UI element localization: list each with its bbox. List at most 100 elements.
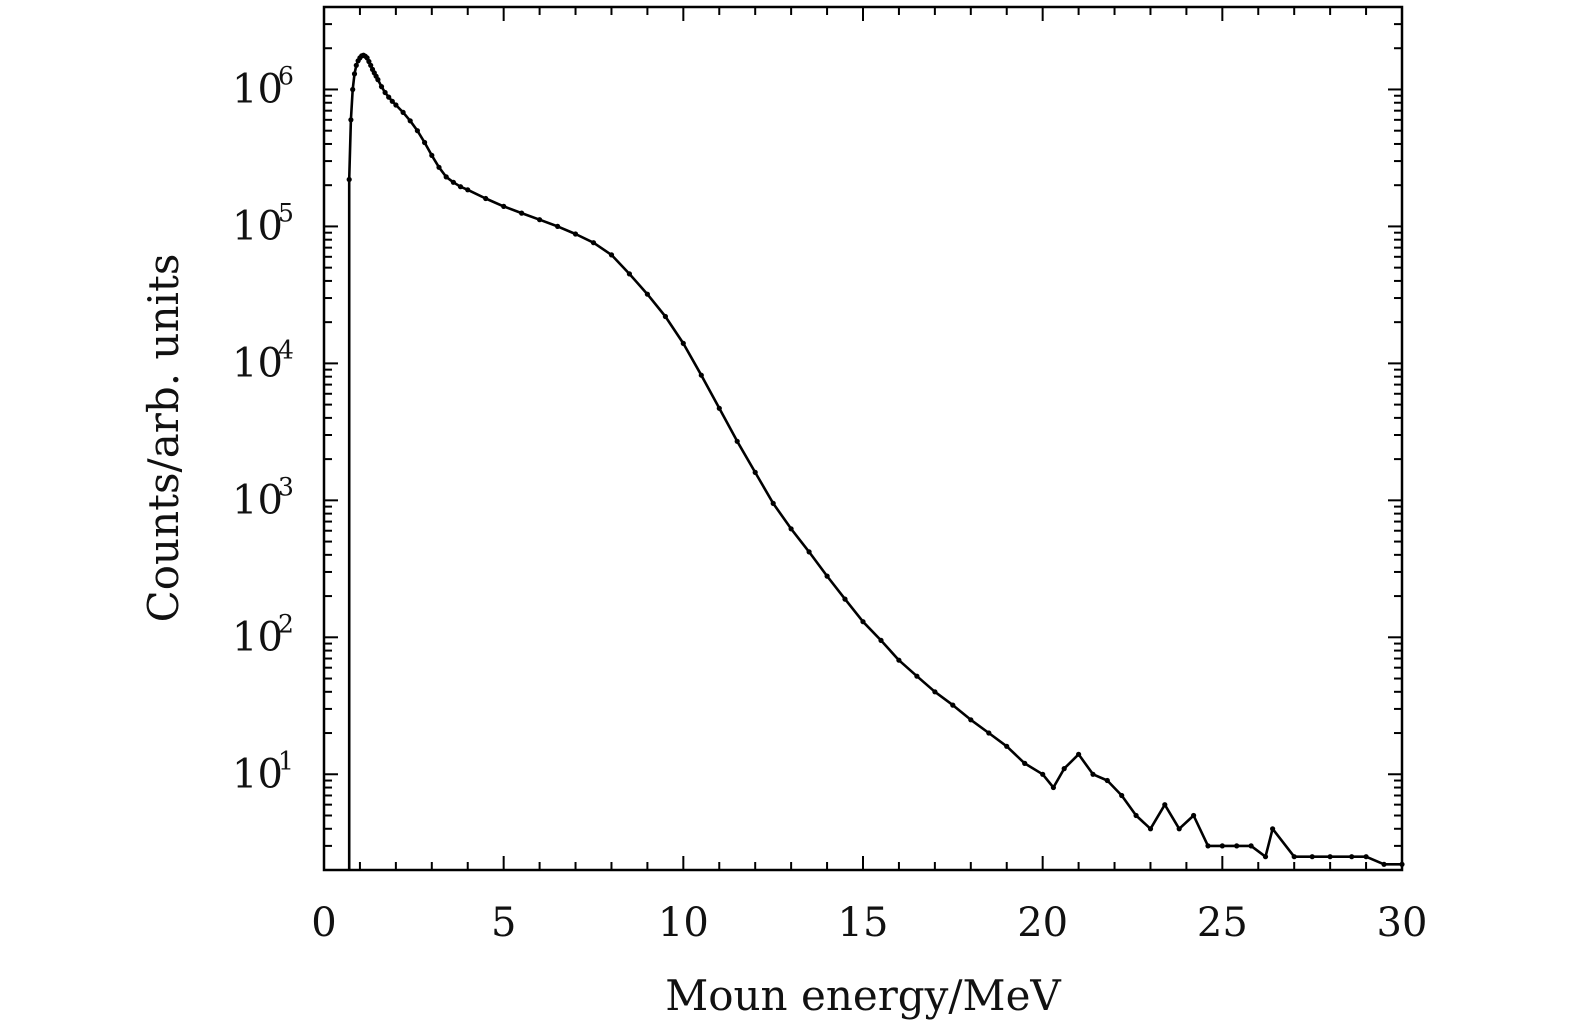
data-point: [348, 117, 354, 123]
data-point: [968, 717, 974, 723]
data-point: [429, 152, 435, 158]
y-tick-label: 103: [232, 472, 294, 523]
data-point: [1119, 792, 1125, 799]
data-point: [1040, 771, 1046, 777]
data-point: [1133, 812, 1139, 819]
data-point: [465, 187, 471, 193]
data-point: [346, 176, 352, 183]
x-tick-label: 25: [1197, 900, 1248, 946]
data-point: [1349, 854, 1355, 860]
y-tick-label-base: 10: [232, 66, 283, 112]
y-tick-label: 102: [232, 609, 294, 660]
data-point: [457, 184, 464, 190]
data-point: [1061, 766, 1067, 772]
y-axis-ticks: [324, 6, 1402, 871]
data-point: [860, 619, 866, 625]
data-point: [436, 164, 442, 170]
data-point: [626, 271, 633, 277]
y-tick-label-base: 10: [232, 203, 283, 249]
data-point: [734, 438, 740, 444]
data-point: [1327, 854, 1333, 860]
data-point: [378, 84, 385, 90]
data-point: [400, 109, 406, 115]
y-tick-label-exponent: 5: [278, 198, 294, 227]
data-point: [1104, 777, 1110, 784]
data-point: [375, 77, 381, 83]
data-point: [590, 240, 597, 246]
data-point: [1291, 854, 1297, 860]
data-point: [788, 526, 794, 532]
y-tick-label-exponent: 3: [278, 472, 294, 501]
y-tick-label: 104: [232, 335, 294, 386]
data-point: [608, 252, 615, 258]
y-tick-label-base: 10: [232, 340, 283, 386]
data-point: [368, 62, 374, 68]
data-point: [806, 549, 812, 555]
x-tick-label: 30: [1377, 900, 1428, 946]
data-point: [382, 89, 388, 96]
data-point: [680, 340, 686, 346]
data-point: [1205, 843, 1211, 849]
data-point: [1270, 826, 1276, 832]
data-point: [986, 730, 992, 736]
data-point: [914, 673, 920, 679]
data-point: [644, 291, 651, 297]
series-points: [346, 52, 1405, 867]
x-tick-label: 5: [491, 900, 516, 946]
data-point: [1022, 760, 1028, 767]
data-point: [443, 174, 449, 180]
x-tick-label: 20: [1017, 900, 1068, 946]
y-tick-label-base: 10: [232, 751, 283, 797]
data-point: [501, 203, 507, 209]
y-tick-label-exponent: 6: [278, 61, 294, 90]
data-point: [483, 195, 489, 202]
data-point: [519, 210, 525, 216]
data-point: [1162, 802, 1168, 808]
plot-frame: [322, 5, 1404, 872]
data-point: [662, 313, 669, 320]
data-point: [824, 573, 830, 579]
data-point: [1381, 861, 1387, 867]
data-point: [716, 405, 722, 411]
data-point: [1399, 861, 1405, 867]
data-point: [351, 71, 358, 77]
data-point: [1076, 751, 1082, 757]
data-point: [353, 62, 359, 68]
data-point: [393, 102, 399, 108]
y-tick-label-base: 10: [232, 477, 283, 523]
data-point: [842, 596, 848, 602]
data-point: [1309, 854, 1315, 860]
data-point: [878, 637, 884, 644]
data-point: [414, 128, 420, 134]
data-point: [770, 500, 776, 506]
data-point: [389, 98, 395, 104]
data-point: [1050, 784, 1056, 791]
data-point: [1363, 854, 1369, 860]
y-axis-title: Counts/arb. units: [139, 254, 188, 623]
x-tick-label: 0: [311, 900, 336, 946]
data-point: [537, 217, 543, 223]
y-tick-label: 101: [232, 746, 294, 797]
data-point: [1176, 826, 1182, 832]
x-tick-label: 15: [838, 900, 889, 946]
data-point: [698, 372, 704, 378]
x-tick-label: 10: [658, 900, 709, 946]
y-tick-label: 105: [232, 198, 294, 249]
data-point: [1219, 843, 1225, 849]
data-point: [950, 702, 956, 708]
data-point: [572, 231, 579, 237]
data-point: [1004, 743, 1010, 749]
data-point: [350, 86, 356, 93]
data-point: [1248, 843, 1254, 849]
data-point: [1147, 826, 1154, 832]
x-axis-title: Moun energy/MeV: [665, 971, 1061, 1020]
data-point: [386, 94, 392, 100]
data-point: [450, 179, 456, 185]
data-point: [422, 139, 428, 146]
y-tick-label-exponent: 1: [278, 746, 294, 775]
data-point: [1234, 843, 1240, 849]
data-point: [932, 689, 938, 695]
y-tick-label-exponent: 4: [278, 335, 294, 364]
